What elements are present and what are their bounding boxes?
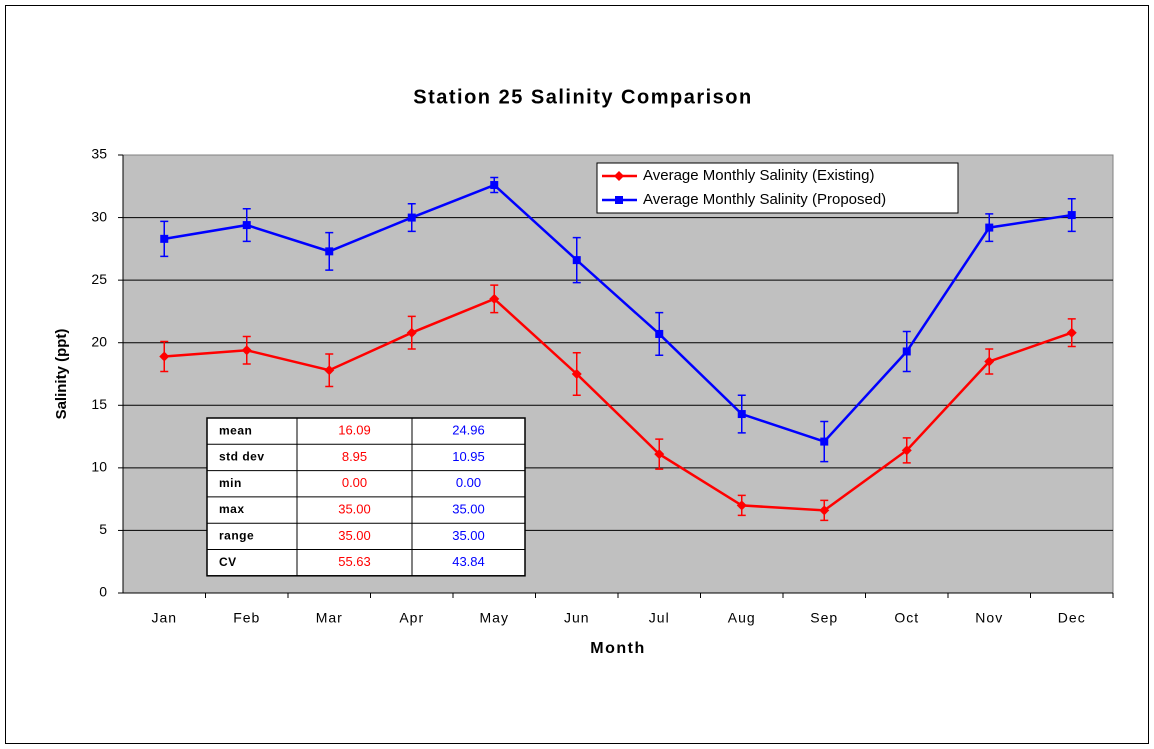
y-tick-label: 25 <box>91 271 107 287</box>
y-tick-label: 15 <box>91 396 107 412</box>
y-tick-label: 35 <box>91 146 107 162</box>
x-tick-label: Nov <box>975 610 1003 626</box>
marker <box>407 213 416 222</box>
table-value: 35.00 <box>338 501 371 516</box>
marker <box>1066 327 1077 338</box>
table-value: 0.00 <box>342 475 367 490</box>
table-value: 35.00 <box>452 501 485 516</box>
x-tick-label: Jan <box>151 610 177 626</box>
table-label: max <box>219 502 245 516</box>
legend-box <box>596 162 959 214</box>
y-axis-label: Salinity (ppt) <box>53 329 70 420</box>
marker <box>819 505 830 516</box>
y-tick-label: 0 <box>99 584 107 600</box>
marker <box>324 365 335 376</box>
table-label: CV <box>219 555 237 569</box>
marker <box>984 356 995 367</box>
table-value: 35.00 <box>452 528 485 543</box>
table-value: 35.00 <box>338 528 371 543</box>
marker <box>241 345 252 356</box>
marker <box>159 351 170 362</box>
table-value: 16.09 <box>338 423 371 438</box>
marker <box>489 293 500 304</box>
legend-marker <box>615 196 623 204</box>
x-tick-label: May <box>480 610 509 626</box>
table-value: 43.84 <box>452 554 485 569</box>
x-tick-label: Jul <box>649 610 670 626</box>
x-tick-label: Feb <box>233 610 260 626</box>
legend-label: Average Monthly Salinity (Existing) <box>643 167 875 184</box>
x-tick-label: Jun <box>564 610 590 626</box>
table-label: range <box>219 529 254 543</box>
x-axis-label: Month <box>590 640 645 657</box>
marker <box>160 234 169 243</box>
table-value: 24.96 <box>452 423 485 438</box>
table-value: 0.00 <box>456 475 481 490</box>
marker <box>901 445 912 456</box>
table-value: 55.63 <box>338 554 371 569</box>
marker <box>1067 211 1076 220</box>
marker <box>325 247 334 256</box>
marker <box>736 500 747 511</box>
x-tick-label: Sep <box>810 610 838 626</box>
marker <box>985 223 994 232</box>
x-tick-label: Oct <box>894 610 919 626</box>
marker <box>242 221 251 230</box>
y-tick-label: 30 <box>91 208 107 224</box>
table-label: min <box>219 476 242 490</box>
legend-label: Average Monthly Salinity (Proposed) <box>643 191 886 208</box>
x-tick-label: Mar <box>316 610 343 626</box>
marker <box>655 329 664 338</box>
chart-title: Station 25 Salinity Comparison <box>413 86 753 108</box>
table-label: mean <box>219 423 252 437</box>
table-label: std dev <box>219 450 265 464</box>
x-tick-label: Aug <box>728 610 756 626</box>
legend-marker <box>614 171 624 181</box>
marker <box>406 327 417 338</box>
marker <box>571 369 582 379</box>
y-tick-label: 5 <box>99 521 107 537</box>
marker <box>820 437 829 446</box>
series-line <box>164 183 1072 444</box>
marker <box>902 347 911 356</box>
table-value: 8.95 <box>342 449 367 464</box>
y-tick-label: 20 <box>91 333 107 349</box>
marker <box>737 410 746 419</box>
y-tick-label: 10 <box>91 459 107 475</box>
table-value: 10.95 <box>452 449 485 464</box>
x-tick-label: Dec <box>1058 610 1086 626</box>
marker <box>572 256 581 265</box>
x-tick-label: Apr <box>399 610 424 626</box>
marker <box>654 449 665 460</box>
marker <box>490 181 499 190</box>
series-line <box>164 297 1073 512</box>
